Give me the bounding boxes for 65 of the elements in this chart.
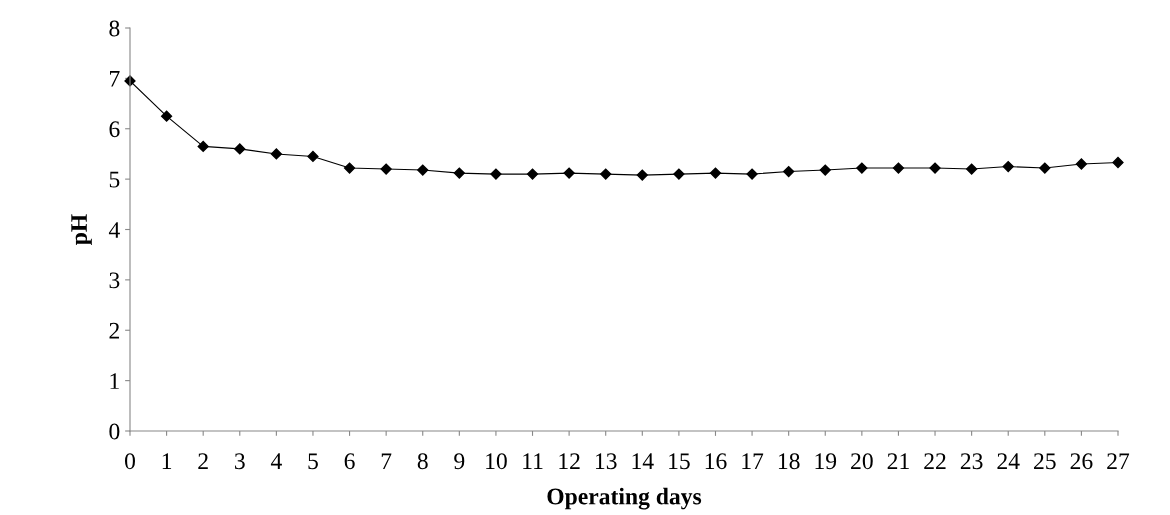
point (526, 168, 539, 180)
point (490, 168, 502, 180)
x-tick-label: 1 (162, 453, 172, 469)
x-tick-label: 2 (198, 453, 208, 469)
point (417, 164, 429, 176)
x-tick-label: 18 (778, 453, 800, 470)
x-tick-label: 10 (486, 453, 507, 470)
x-tick-label: 20 (851, 453, 873, 470)
point (234, 143, 246, 155)
point (636, 169, 648, 181)
x-tick-label: 27 (1107, 453, 1130, 469)
point (783, 165, 795, 178)
x-tick-label: 19 (815, 453, 837, 470)
point (1112, 156, 1124, 169)
point (600, 168, 612, 180)
point (1075, 158, 1088, 170)
y-tick-label: 0 (109, 423, 120, 440)
x-tick-label: 15 (669, 453, 690, 470)
x-tick-label: 4 (270, 453, 282, 469)
point (892, 162, 905, 174)
x-tick-label: 25 (1034, 453, 1056, 470)
x-tick-label: 16 (705, 453, 727, 470)
x-axis-title: Operating days (547, 487, 702, 510)
point (746, 168, 758, 180)
point (1002, 160, 1014, 173)
point (673, 168, 685, 180)
y-tick-label: 7 (110, 71, 120, 87)
x-tick-label: 12 (559, 453, 580, 469)
point (966, 163, 978, 175)
x-tick-label: 17 (742, 453, 764, 469)
x-tick-label: 26 (1070, 453, 1093, 470)
point (343, 162, 356, 174)
x-tick-label: 11 (523, 453, 543, 469)
x-tick-label: 22 (924, 453, 946, 469)
x-tick-label: 23 (960, 453, 983, 470)
point (563, 167, 575, 179)
y-tick-label: 2 (109, 322, 119, 339)
point (160, 110, 173, 122)
point (1039, 162, 1051, 174)
point (380, 163, 392, 175)
y-tick-label: 4 (108, 222, 120, 238)
x-tick-label: 24 (997, 453, 1020, 469)
y-tick-label: 1 (110, 373, 119, 389)
y-tick-label: 3 (109, 272, 120, 289)
x-tick-label: 8 (417, 453, 428, 470)
y-tick-label: 8 (109, 20, 120, 37)
point (453, 167, 465, 179)
point (819, 164, 831, 176)
x-tick-label: 6 (344, 453, 355, 470)
x-tick-label: 3 (235, 453, 245, 470)
y-tick-label: 5 (109, 171, 120, 188)
x-tick-label: 14 (632, 453, 654, 469)
point (307, 150, 319, 163)
x-tick-label: 7 (381, 453, 392, 469)
point (197, 140, 209, 152)
x-tick-label: 5 (308, 453, 318, 470)
x-tick-label: 13 (595, 453, 617, 470)
y-axis-title: pH (71, 214, 92, 245)
y-tick-label: 6 (109, 121, 120, 138)
x-tick-label: 21 (887, 453, 909, 469)
x-tick-label: 9 (454, 453, 465, 470)
x-tick-label: 0 (125, 453, 135, 470)
point (270, 148, 282, 160)
point (856, 162, 868, 174)
point (709, 167, 722, 179)
